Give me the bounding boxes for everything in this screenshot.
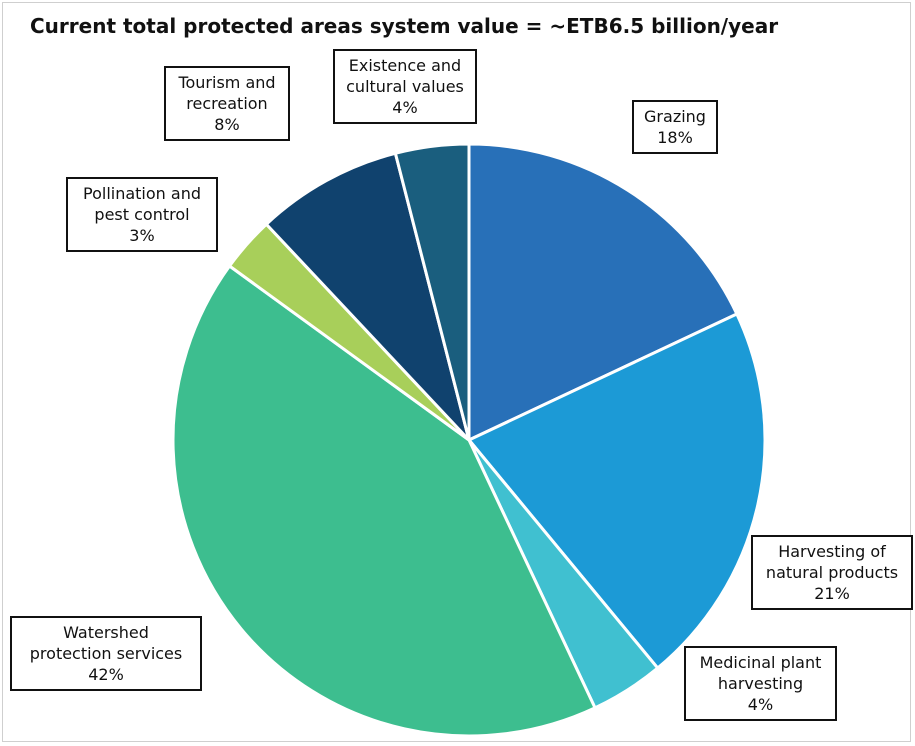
label-watershed-line1: Watershed: [63, 623, 149, 642]
pie-slice-grazing: [467, 142, 739, 442]
pie-slice-tourism: [264, 151, 471, 442]
label-medicinal-pct: 4%: [747, 695, 774, 714]
label-tourism: Tourism and recreation 8%: [164, 66, 290, 141]
label-tourism-line2: recreation: [186, 94, 268, 113]
label-tourism-line1: Tourism and: [178, 73, 276, 92]
label-watershed: Watershed protection services 42%: [10, 616, 202, 691]
label-pollination-line2: pest control: [94, 205, 190, 224]
pie-slice-watershed: [171, 264, 597, 738]
label-existence-line2: cultural values: [346, 77, 464, 96]
label-harvesting-pct: 21%: [814, 584, 850, 603]
label-pollination: Pollination and pest control 3%: [66, 177, 218, 252]
label-watershed-pct: 42%: [88, 665, 124, 684]
label-tourism-pct: 8%: [214, 115, 240, 134]
label-harvesting-natural-products: Harvesting of natural products 21%: [751, 535, 913, 610]
label-existence-pct: 4%: [392, 98, 418, 117]
label-existence: Existence and cultural values 4%: [333, 49, 477, 124]
chart-title: Current total protected areas system val…: [30, 14, 779, 38]
label-medicinal-plant: Medicinal plant harvesting 4%: [684, 646, 837, 721]
label-existence-line1: Existence and: [348, 56, 462, 75]
label-pollination-pct: 3%: [129, 226, 155, 245]
label-medicinal-line2: harvesting: [717, 674, 804, 693]
label-watershed-line2: protection services: [29, 644, 183, 663]
label-grazing-pct: 18%: [657, 128, 693, 147]
label-harvesting-line1: Harvesting of: [778, 542, 886, 561]
pie-slice-existence: [393, 142, 471, 442]
label-pollination-line1: Pollination and: [83, 184, 201, 203]
label-medicinal-line1: Medicinal plant: [699, 653, 822, 672]
pie-slice-harvesting-natural-products: [467, 312, 767, 670]
label-grazing-line1: Grazing: [644, 107, 706, 126]
label-harvesting-line2: natural products: [765, 563, 899, 582]
label-grazing: Grazing 18%: [632, 100, 718, 154]
